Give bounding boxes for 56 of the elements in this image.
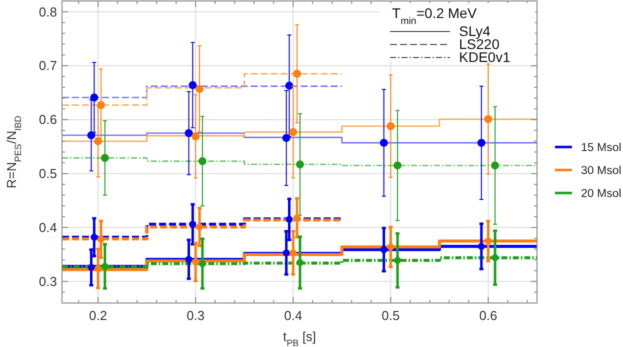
point <box>90 94 98 102</box>
point <box>196 223 204 230</box>
point <box>87 131 96 140</box>
y-tick-label: 0.4 <box>38 220 57 235</box>
point <box>90 234 98 241</box>
y-tick-label: 0.3 <box>38 274 57 289</box>
point <box>97 101 106 110</box>
point <box>192 258 200 266</box>
point <box>88 264 95 271</box>
point <box>100 154 109 162</box>
y-tick-label: 0.7 <box>38 58 57 74</box>
point <box>282 249 290 256</box>
point <box>189 220 196 228</box>
point <box>380 246 388 254</box>
point <box>196 84 204 93</box>
y-tick-label: 0.6 <box>38 112 57 128</box>
point <box>380 138 388 147</box>
point <box>387 243 394 250</box>
x-tick-label: 0.4 <box>284 308 302 323</box>
point <box>185 256 192 263</box>
point <box>188 81 197 90</box>
x-tick-label: 0.6 <box>479 308 498 323</box>
x-tick-label: 0.3 <box>186 308 205 323</box>
point <box>98 236 105 243</box>
point <box>286 216 293 223</box>
point <box>477 138 486 147</box>
point <box>296 259 304 266</box>
y-tick-label: 0.8 <box>38 4 57 20</box>
point <box>198 157 206 166</box>
point <box>289 128 298 136</box>
point <box>94 264 102 272</box>
point <box>198 260 206 268</box>
legend-label: 20 Msol <box>581 188 622 200</box>
x-axis-title: t$_{PB}$ [s] <box>282 329 316 347</box>
point <box>492 254 499 262</box>
point <box>290 249 297 256</box>
legend-label: 15 Msol <box>581 142 622 154</box>
y-tick-label: 0.5 <box>38 166 57 182</box>
point <box>192 132 200 140</box>
point <box>484 237 492 244</box>
x-tick-label: 0.5 <box>382 308 400 323</box>
legend-label: 30 Msol <box>581 165 622 177</box>
point <box>394 161 402 170</box>
point <box>484 115 492 124</box>
point <box>491 161 500 170</box>
x-tick-label: 0.2 <box>89 308 108 323</box>
point <box>478 242 485 250</box>
point <box>296 160 304 168</box>
point <box>293 70 302 78</box>
point <box>184 129 193 138</box>
point <box>282 134 290 142</box>
annotation: KDE0v1 <box>459 49 511 65</box>
point <box>285 82 294 90</box>
point <box>394 256 402 264</box>
point <box>386 122 395 130</box>
point <box>101 262 108 270</box>
